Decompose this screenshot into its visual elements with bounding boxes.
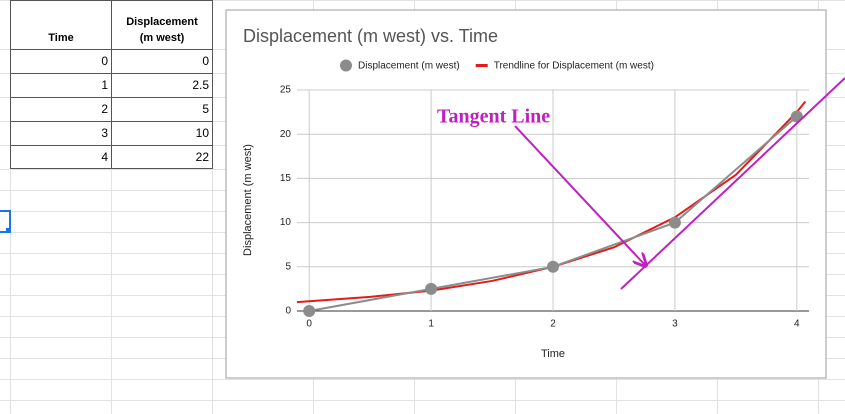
cell: 0 [101,54,108,68]
y-tick-label: 20 [280,129,292,140]
x-tick-label: 0 [306,319,312,330]
legend-swatch [340,59,352,72]
x-tick-label: 3 [672,319,678,330]
chart-title: Displacement (m west) vs. Time [243,26,498,46]
x-tick-label: 4 [794,319,800,330]
data-point [425,282,438,295]
legend-label: Trendline for Displacement (m west) [494,61,654,72]
y-axis-label: Displacement (m west) [242,144,254,256]
selected-cell [0,210,11,233]
legend-label: Displacement (m west) [358,61,460,72]
cell: 5 [202,102,209,116]
legend-swatch [475,64,488,67]
cell: 3 [101,126,108,140]
cell: Displacement (m west) [126,16,198,44]
cell: 22 [195,150,209,164]
y-tick-label: 15 [280,173,292,184]
y-tick-label: 25 [280,85,292,96]
x-tick-label: 1 [428,319,434,330]
x-axis-label: Time [541,348,565,360]
cell: 4 [101,150,108,164]
y-tick-label: 0 [285,306,291,317]
data-point [790,110,803,123]
y-tick-label: 10 [280,217,292,228]
cell: 0 [202,54,209,68]
data-point [668,216,681,229]
cell: 2.5 [192,78,209,92]
selection-handle [6,228,11,233]
cell: 1 [101,78,108,92]
data-point [303,305,316,317]
data-point [547,260,559,273]
cell: Time [48,32,74,44]
x-tick-label: 2 [550,319,556,330]
cell: 10 [195,126,209,140]
y-tick-label: 5 [285,261,291,272]
cell: 2 [101,102,108,116]
